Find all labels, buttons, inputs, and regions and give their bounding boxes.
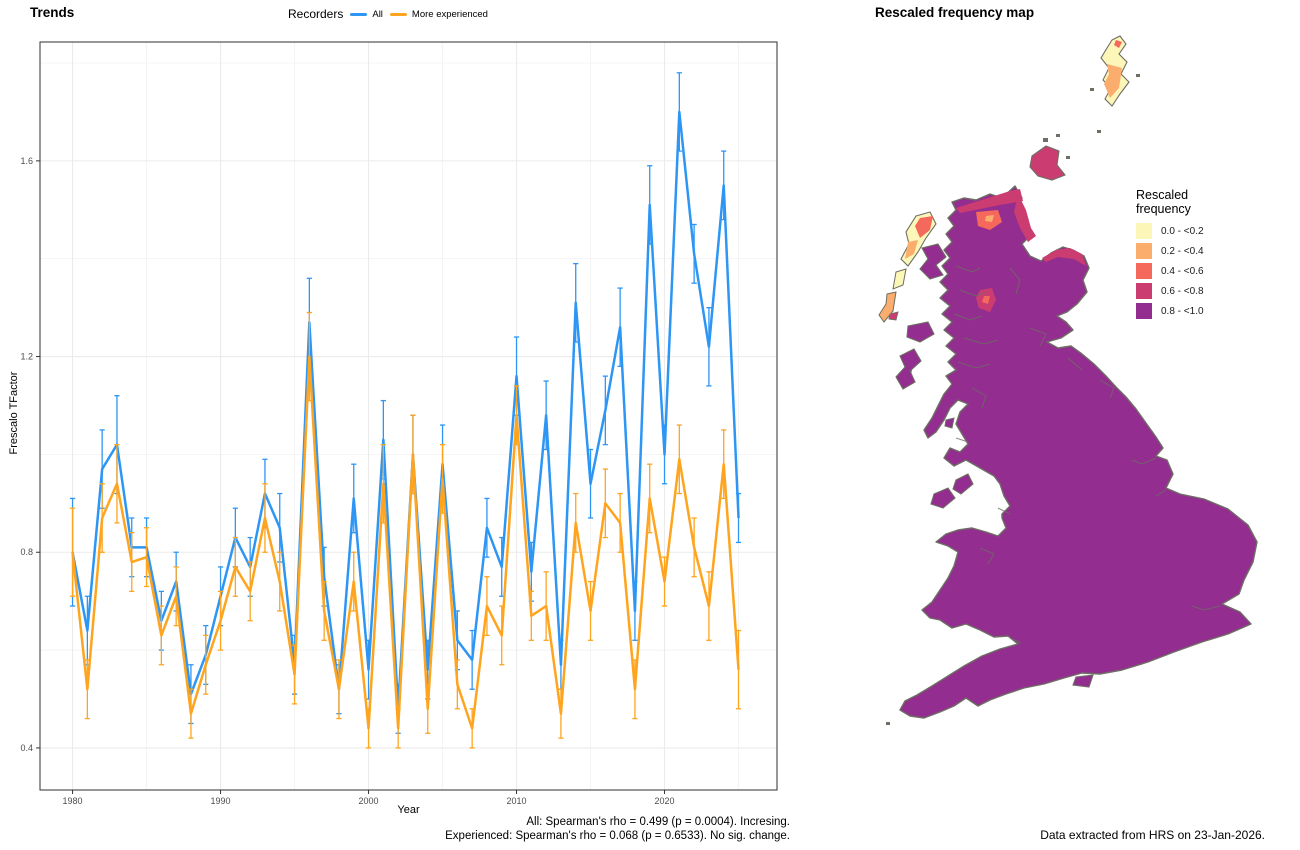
map-legend-swatch-1 — [1136, 223, 1152, 239]
legend-line-experienced-icon — [389, 12, 407, 16]
y-tick-label: 1.6 — [20, 156, 33, 166]
trends-title: Trends — [30, 5, 75, 20]
series-line-experienced — [71, 355, 740, 730]
trend-caption-line2: Experienced: Spearman's rho = 0.068 (p =… — [445, 829, 790, 842]
map-south-uist-barra — [878, 291, 897, 323]
map-legend-swatch-5 — [1136, 303, 1152, 319]
map-patch-sutherland-core-orange — [985, 215, 994, 222]
legend-line-all-icon — [350, 12, 368, 16]
map-legend-label-3: 0.4 - <0.6 — [1161, 265, 1204, 277]
map-rum-pink-islet — [888, 311, 899, 321]
map-north-uist — [892, 268, 907, 290]
x-tick-label: 2000 — [359, 796, 379, 806]
map-orkney-islet-1 — [1043, 138, 1048, 142]
map-legend-title: Rescaled frequency — [1136, 188, 1191, 216]
legend-item-experienced: More experienced — [389, 8, 488, 20]
legend-label-experienced: More experienced — [411, 8, 488, 20]
x-tick-label: 2020 — [655, 796, 675, 806]
map-legend-label-5: 0.8 - <1.0 — [1161, 305, 1204, 317]
map-scilly-isles — [886, 722, 890, 725]
x-tick-label: 2010 — [507, 796, 527, 806]
trend-caption: All: Spearman's rho = 0.499 (p = 0.0004)… — [300, 816, 790, 843]
panel-border — [39, 41, 778, 791]
map-title: Rescaled frequency map — [875, 5, 1035, 20]
map-orkney — [1029, 145, 1066, 181]
map-legend-item-4: 0.6 - <0.8 — [1136, 283, 1216, 299]
map-legend-swatch-4 — [1136, 283, 1152, 299]
map-legend-swatch-3 — [1136, 263, 1152, 279]
trend-legend: Recorders All More experienced — [288, 7, 488, 21]
map-patch-northeast-coast-pink — [1014, 194, 1036, 242]
y-tick-label: 0.4 — [20, 743, 33, 753]
map-isle-of-man — [952, 473, 974, 495]
map-great-britain-mainland — [899, 185, 1258, 719]
y-tick-label: 0.8 — [20, 547, 33, 557]
legend-item-all: All — [350, 9, 383, 20]
map-legend-item-1: 0.0 - <0.2 — [1136, 223, 1216, 239]
y-axis-title: Frescalo TFactor — [8, 371, 20, 455]
map-harris-orange-patch — [905, 240, 918, 259]
trend-caption-line1: All: Spearman's rho = 0.499 (p = 0.0004)… — [526, 816, 790, 828]
trend-chart-svg: 1980 1990 2000 2010 2020 0.4 0.8 1.2 1.6 — [20, 41, 778, 806]
trend-legend-title: Recorders — [288, 7, 344, 21]
map-orkney-islet-2 — [1056, 134, 1060, 137]
map-legend-label-4: 0.6 - <0.8 — [1161, 285, 1204, 297]
map-islet-east-of-shetland — [1136, 74, 1140, 77]
map-legend-item-3: 0.4 - <0.6 — [1136, 263, 1216, 279]
map-caption: Data extracted from HRS on 23-Jan-2026. — [1040, 828, 1265, 842]
map-anglesey — [930, 487, 956, 509]
map-patch-highland-salmon-core — [982, 296, 990, 304]
map-islay-jura — [895, 348, 922, 390]
map-arran — [944, 417, 955, 429]
map-legend-label-2: 0.2 - <0.4 — [1161, 245, 1204, 257]
gb-map-svg — [878, 35, 1258, 725]
map-skye — [919, 243, 947, 280]
map-orkney-islet-3 — [1066, 156, 1070, 159]
map-legend-item-2: 0.2 - <0.4 — [1136, 243, 1216, 259]
x-axis-title: Year — [397, 804, 420, 816]
map-patch-north-coast-pink — [956, 189, 1023, 213]
map-legend-rows: 0.0 - <0.2 0.2 - <0.4 0.4 - <0.6 0.6 - <0.8… — [1136, 223, 1216, 319]
map-lewis-red-patch — [915, 216, 933, 238]
x-tick-label: 1980 — [63, 796, 83, 806]
map-legend-swatch-2 — [1136, 243, 1152, 259]
map-isle-of-wight — [1072, 674, 1094, 688]
map-mull — [906, 321, 935, 343]
map-legend-label-1: 0.0 - <0.2 — [1161, 225, 1204, 237]
y-tick-label: 1.2 — [20, 352, 33, 362]
map-legend-item-5: 0.8 - <1.0 — [1136, 303, 1216, 319]
map-shetland-red-spot — [1114, 40, 1122, 48]
map-patch-moray-pink — [1042, 248, 1086, 266]
legend-label-all: All — [372, 8, 383, 20]
map-shetland-orange-patch — [1104, 64, 1122, 98]
map-interior-boundaries — [953, 265, 1221, 644]
map-islet-west-of-shetland — [1090, 88, 1094, 91]
map-fair-isle — [1097, 130, 1101, 133]
x-tick-label: 1990 — [211, 796, 231, 806]
map-legend: Rescaled frequency 0.0 - <0.2 0.2 - <0.4 0… — [1136, 188, 1216, 323]
